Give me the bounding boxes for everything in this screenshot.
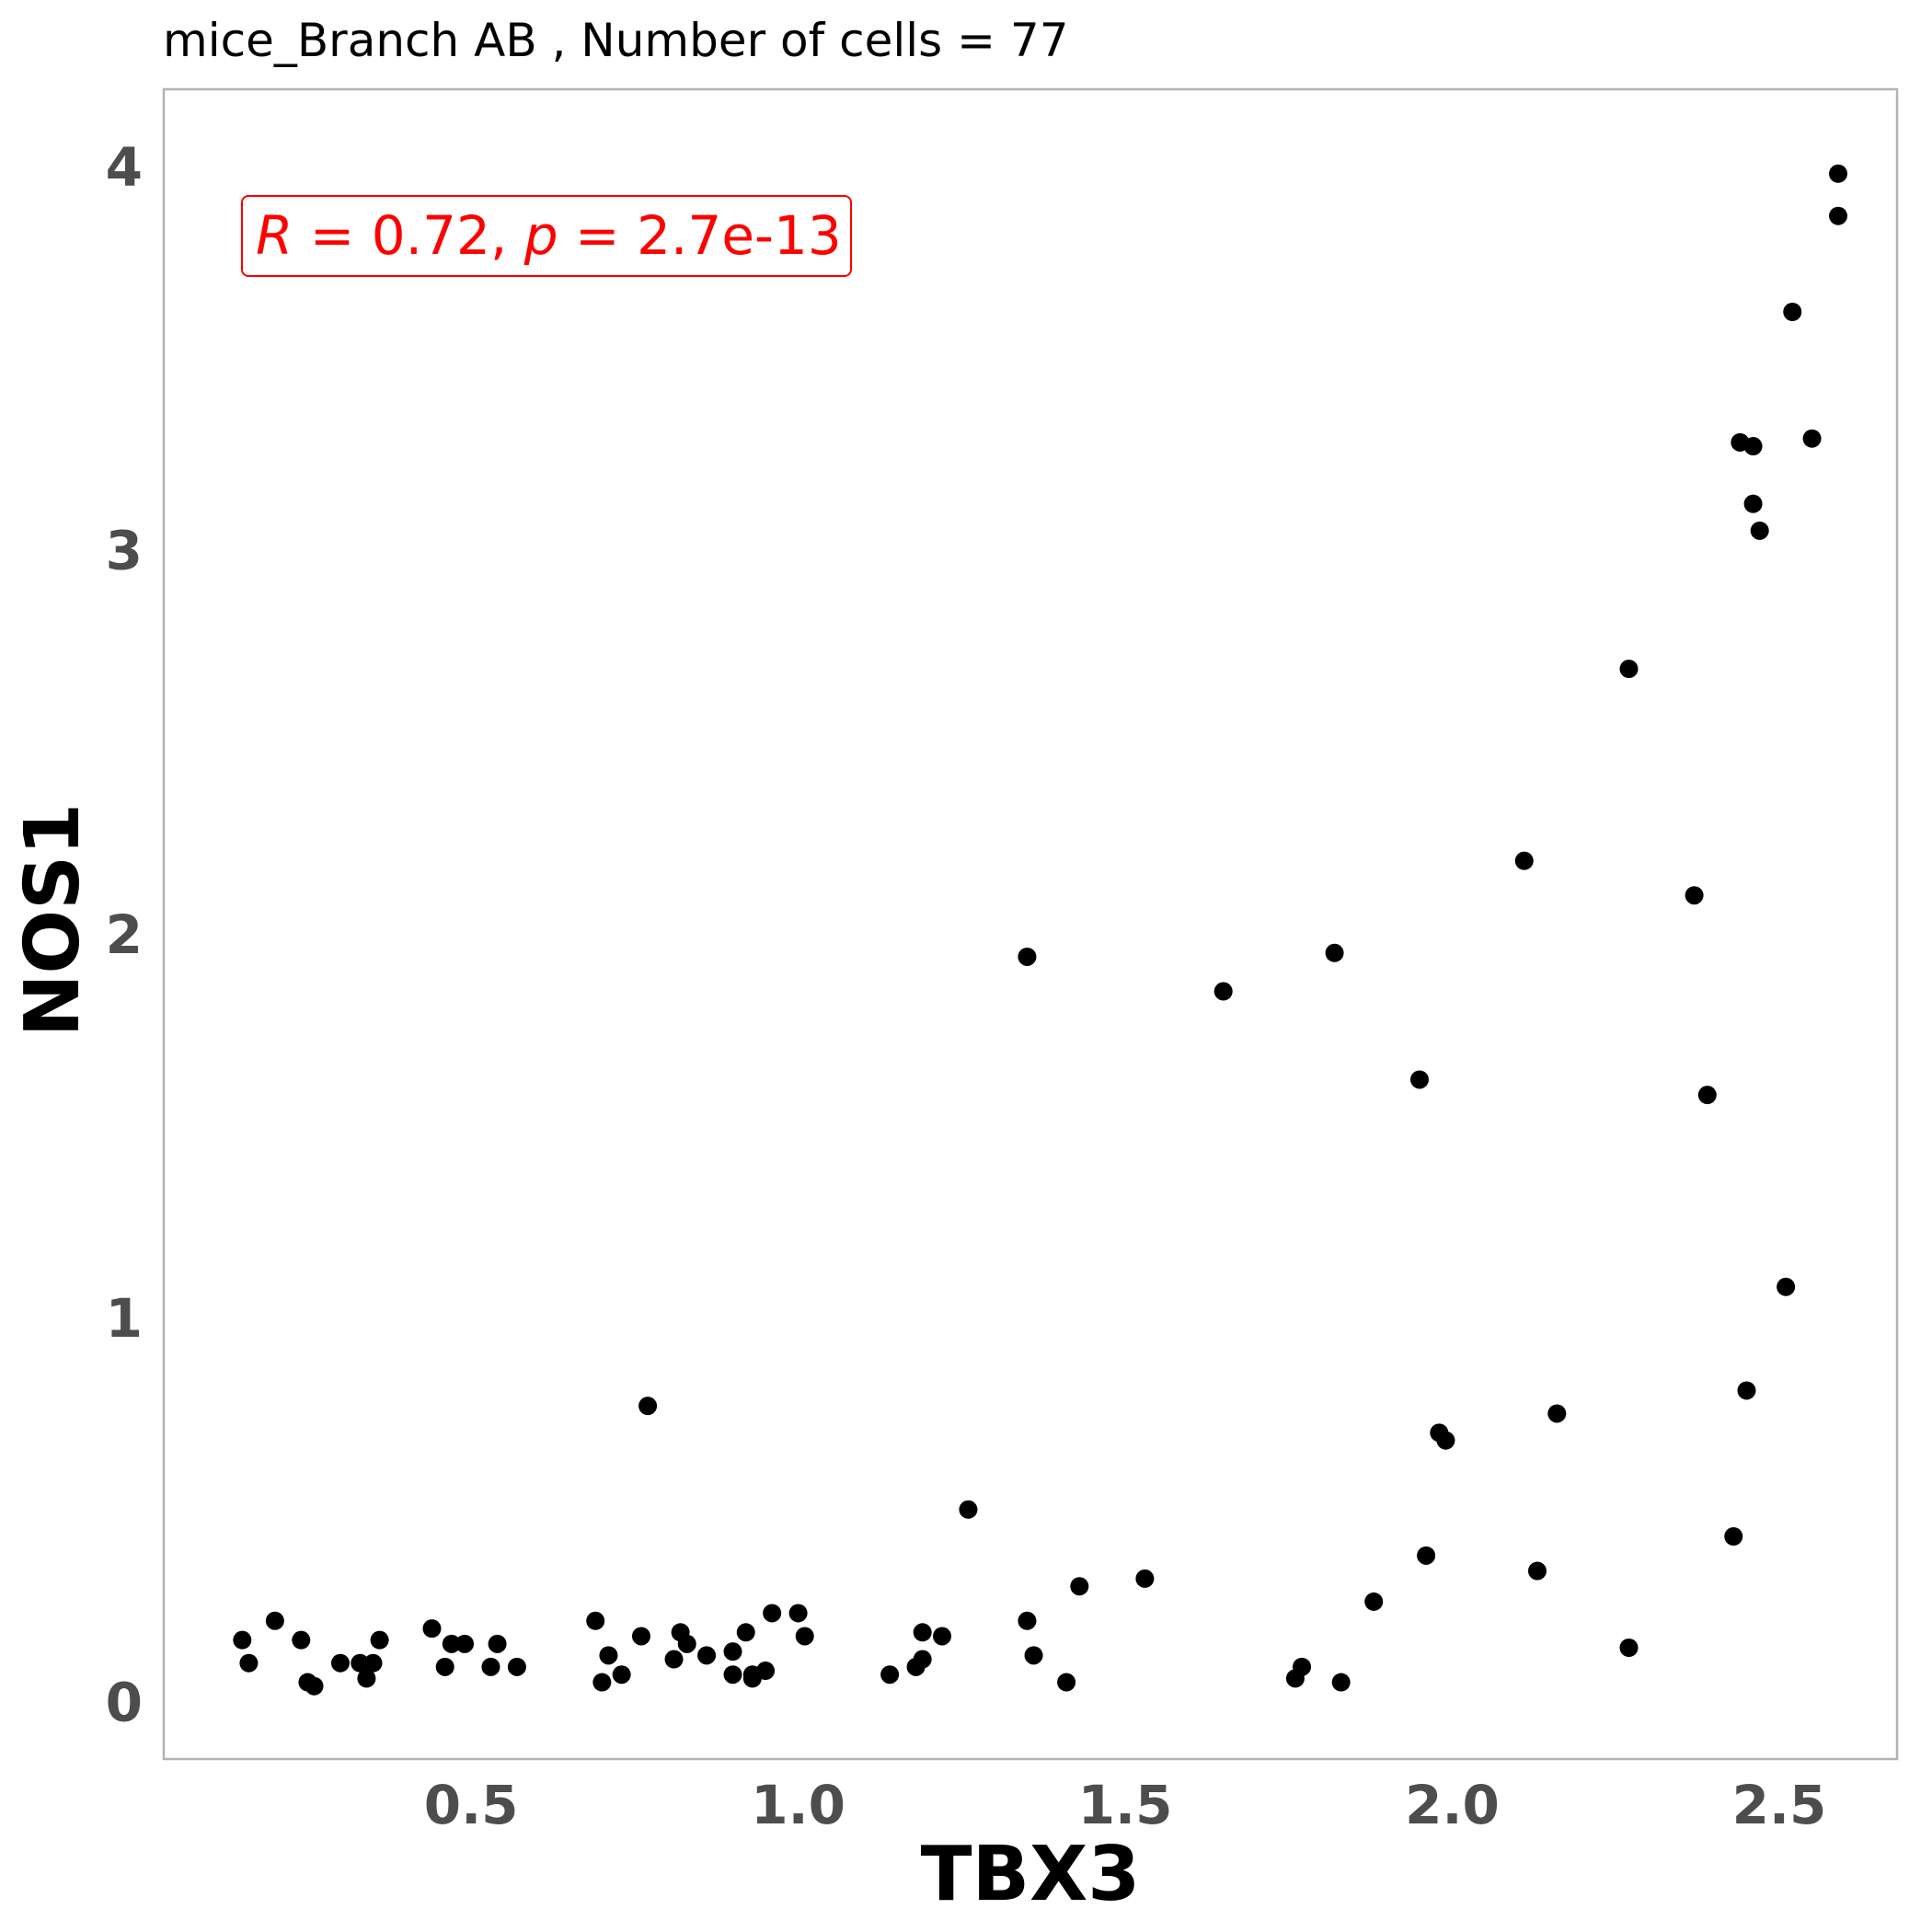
data-point [292, 1630, 311, 1650]
data-point [1057, 1673, 1076, 1692]
stat-p-symbol: p [523, 204, 558, 267]
data-point [1018, 1611, 1037, 1630]
stat-r-value: = 0.72, [293, 204, 523, 267]
stat-p-value: = 2.7e-13 [558, 204, 842, 267]
data-point [612, 1665, 631, 1685]
data-point [723, 1642, 742, 1662]
data-point [1750, 521, 1769, 540]
x-tick-label: 0.5 [424, 1774, 519, 1836]
data-point [1436, 1431, 1455, 1450]
y-tick-label: 1 [106, 1287, 143, 1350]
x-tick-label: 1.0 [751, 1774, 845, 1836]
data-point [592, 1673, 612, 1692]
data-point [1417, 1546, 1436, 1565]
data-point [265, 1611, 284, 1630]
x-tick-label: 2.5 [1732, 1774, 1827, 1836]
data-point [1018, 947, 1037, 966]
y-axis-ticks: 0 1 2 3 4 [106, 135, 143, 1733]
data-points [233, 164, 1848, 1696]
plot-frame [162, 87, 1899, 1761]
data-point [933, 1627, 952, 1646]
data-point [422, 1619, 442, 1639]
data-point [1135, 1569, 1155, 1588]
data-point [788, 1604, 808, 1623]
data-point [1070, 1577, 1089, 1596]
data-point [1743, 494, 1763, 513]
data-point [1777, 1277, 1796, 1296]
data-point [370, 1630, 389, 1650]
data-point [455, 1634, 475, 1653]
stat-r-symbol: R [256, 204, 293, 267]
x-tick-label: 1.5 [1078, 1774, 1173, 1836]
data-point [1331, 1673, 1351, 1692]
data-point [1737, 1381, 1756, 1400]
data-point [233, 1630, 252, 1650]
x-tick-label: 2.0 [1405, 1774, 1500, 1836]
data-point [631, 1627, 650, 1646]
data-point [1619, 660, 1639, 679]
data-point [638, 1397, 658, 1416]
data-point [435, 1657, 454, 1676]
stat-annotation-box [241, 195, 852, 277]
data-point [1829, 164, 1848, 183]
x-axis-label: TBX3 [921, 1831, 1141, 1918]
data-point [481, 1657, 500, 1676]
data-point [756, 1662, 776, 1681]
data-point [1619, 1639, 1639, 1657]
data-point [664, 1650, 684, 1669]
data-point [1527, 1561, 1547, 1581]
data-point [363, 1653, 383, 1673]
data-point [1514, 851, 1534, 870]
data-point [507, 1657, 526, 1676]
data-point [1364, 1592, 1384, 1611]
data-point [959, 1500, 978, 1519]
stat-annotation: R = 0.72, p = 2.7e-13 [256, 204, 842, 267]
data-point [586, 1611, 605, 1630]
data-point [1213, 982, 1233, 1001]
data-point [488, 1634, 507, 1653]
data-point [697, 1646, 717, 1665]
data-point [1325, 943, 1344, 962]
data-point [1293, 1657, 1312, 1676]
data-point [1802, 429, 1822, 448]
y-axis-label: NOS1 [9, 803, 97, 1037]
data-point [1724, 1527, 1743, 1546]
x-axis-ticks: 0.5 1.0 1.5 2.0 2.5 [424, 1774, 1827, 1836]
data-point [913, 1650, 932, 1669]
data-point [736, 1623, 755, 1642]
data-point [1024, 1646, 1043, 1665]
data-point [880, 1665, 900, 1685]
data-point [795, 1627, 814, 1646]
data-point [599, 1646, 618, 1665]
y-tick-label: 2 [106, 903, 143, 966]
data-point [913, 1623, 932, 1642]
data-point [723, 1665, 742, 1685]
data-point [1829, 206, 1848, 225]
data-point [1783, 303, 1802, 321]
y-tick-label: 3 [106, 520, 143, 582]
data-point [1697, 1086, 1717, 1105]
data-point [1547, 1404, 1567, 1423]
chart-title: mice_Branch AB , Number of cells = 77 [163, 14, 1069, 67]
data-point [763, 1604, 782, 1623]
data-point [677, 1634, 696, 1653]
y-tick-label: 4 [106, 135, 143, 198]
data-point [1685, 886, 1704, 905]
data-point [351, 1653, 370, 1673]
y-tick-label: 0 [106, 1671, 143, 1733]
data-point [357, 1669, 376, 1688]
data-point [305, 1676, 324, 1696]
data-point [1410, 1070, 1430, 1089]
data-point [239, 1653, 259, 1673]
data-point [442, 1634, 461, 1653]
data-point [330, 1653, 350, 1673]
data-point [1743, 437, 1763, 456]
